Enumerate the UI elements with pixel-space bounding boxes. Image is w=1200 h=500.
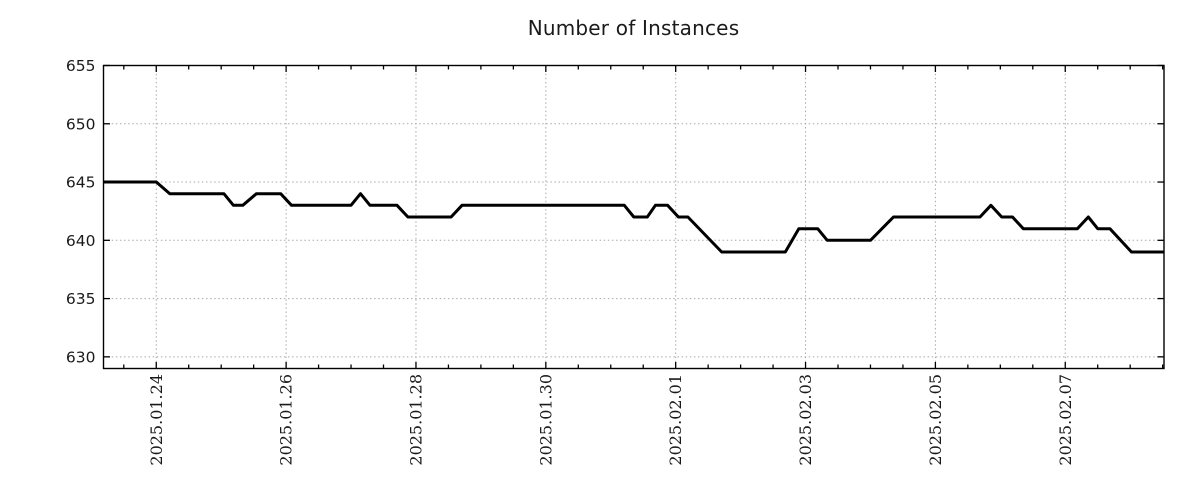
x-tick-label: 2025.02.01 (666, 374, 685, 466)
plot-border (102, 64, 1165, 370)
y-tick-label: 655 (66, 57, 96, 75)
x-tick-label: 2025.01.26 (277, 374, 296, 466)
data-line (103, 180, 1164, 254)
y-tick-label: 635 (66, 290, 96, 308)
x-tick-label: 2025.02.07 (1056, 374, 1075, 466)
x-tick-label: 2025.02.03 (796, 374, 815, 466)
x-tick-label: 2025.02.05 (926, 374, 945, 466)
y-tick-label: 640 (66, 232, 96, 250)
x-tick-label: 2025.01.30 (536, 374, 555, 466)
y-tick-label: 630 (66, 348, 96, 366)
chart-title: Number of Instances (527, 16, 740, 40)
x-tick-label: 2025.01.28 (406, 374, 425, 466)
x-tick-label: 2025.01.24 (147, 374, 166, 466)
y-tick-label: 650 (66, 115, 96, 133)
y-tick-label: 645 (66, 174, 96, 192)
